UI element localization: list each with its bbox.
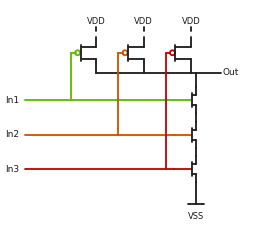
- Text: VDD: VDD: [181, 17, 200, 26]
- Text: In3: In3: [5, 165, 19, 174]
- Text: VDD: VDD: [134, 17, 153, 26]
- Text: In1: In1: [5, 96, 19, 105]
- Text: Out: Out: [222, 68, 238, 77]
- Text: VDD: VDD: [87, 17, 105, 26]
- Text: In2: In2: [5, 130, 19, 139]
- Text: VSS: VSS: [187, 212, 203, 221]
